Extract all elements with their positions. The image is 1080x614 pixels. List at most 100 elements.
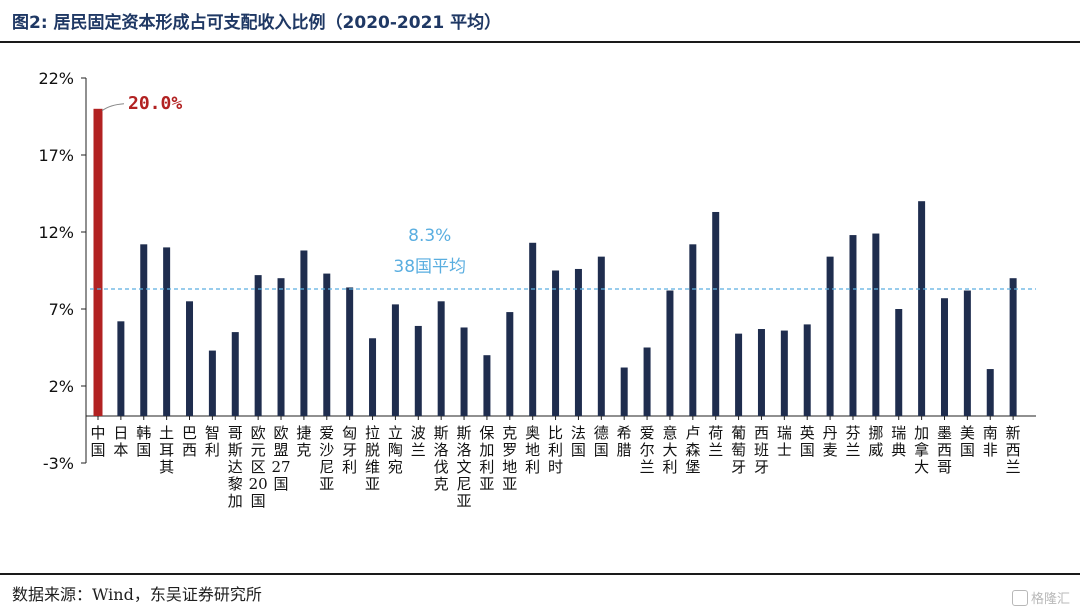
bar-立陶宛 [391, 304, 399, 416]
svg-text:斯: 斯 [228, 441, 243, 459]
svg-text:时: 时 [548, 458, 563, 476]
svg-text:亚: 亚 [502, 475, 517, 493]
svg-text:麦: 麦 [823, 441, 838, 459]
svg-text:兰: 兰 [640, 458, 655, 476]
svg-text:比: 比 [548, 424, 563, 442]
svg-text:伐: 伐 [434, 458, 449, 476]
svg-text:利: 利 [205, 441, 220, 459]
svg-text:法: 法 [571, 424, 586, 442]
svg-text:英: 英 [800, 424, 815, 442]
source-note: 数据来源：Wind，东吴证券研究所 [12, 585, 262, 604]
svg-text:非: 非 [983, 441, 998, 459]
svg-text:牙: 牙 [754, 458, 769, 476]
category-label: 瑞典 [891, 424, 906, 459]
svg-text:德: 德 [594, 424, 609, 442]
svg-text:洛: 洛 [434, 441, 449, 459]
category-label: 匈牙利 [342, 424, 357, 476]
category-label: 日本 [113, 424, 128, 459]
category-label: 葡萄牙 [731, 424, 746, 476]
svg-text:兰: 兰 [411, 441, 426, 459]
svg-text:加: 加 [479, 441, 494, 459]
svg-text:亚: 亚 [479, 475, 494, 493]
svg-text:智: 智 [205, 424, 220, 442]
category-label: 卢森堡 [685, 424, 700, 476]
bar-法国 [574, 268, 582, 416]
bar-韩国 [140, 244, 148, 416]
svg-text:牙: 牙 [342, 441, 357, 459]
svg-text:中: 中 [90, 424, 105, 442]
svg-text:波: 波 [411, 424, 426, 442]
bar-波兰 [414, 325, 422, 416]
svg-text:亚: 亚 [457, 492, 472, 510]
bar-欧元区20国 [254, 275, 262, 416]
svg-text:亚: 亚 [319, 475, 334, 493]
svg-text:维: 维 [365, 458, 380, 476]
svg-text:挪: 挪 [868, 424, 883, 442]
svg-text:尼: 尼 [457, 475, 472, 493]
svg-text:哥: 哥 [228, 424, 243, 442]
bar-斯洛文尼亚 [460, 327, 468, 416]
category-label: 意大利 [662, 424, 677, 476]
category-label: 奥地利 [525, 424, 540, 476]
watermark: 格隆汇 [1011, 588, 1070, 607]
svg-text:美: 美 [960, 424, 975, 442]
svg-text:日: 日 [113, 424, 128, 442]
bar-瑞士 [780, 330, 788, 416]
category-label: 波兰 [411, 424, 426, 459]
bar-智利 [208, 350, 216, 416]
category-label: 中国 [90, 424, 105, 459]
svg-text:利: 利 [479, 458, 494, 476]
category-label: 比利时 [548, 424, 563, 476]
average-value-annotation: 8.3% [408, 226, 451, 246]
watermark-logo-icon [1011, 590, 1028, 606]
bar-克罗地亚 [506, 312, 514, 416]
svg-text:宛: 宛 [388, 458, 403, 476]
svg-text:耳: 耳 [159, 441, 174, 459]
bar-希腊 [620, 367, 628, 416]
category-label: 捷克 [296, 424, 311, 459]
svg-text:西: 西 [937, 441, 952, 459]
china-value-annotation: 20.0% [128, 93, 182, 114]
svg-text:爱: 爱 [640, 424, 655, 442]
svg-text:班: 班 [754, 441, 769, 459]
bar-哥斯达黎加 [231, 332, 239, 416]
svg-text:尔: 尔 [640, 441, 655, 459]
svg-text:立: 立 [388, 424, 403, 442]
bar-芬兰 [849, 235, 857, 416]
bar-斯洛伐克 [437, 301, 445, 416]
svg-text:瑞: 瑞 [891, 424, 906, 442]
category-label: 德国 [594, 424, 609, 459]
category-label: 巴西 [182, 424, 197, 459]
svg-text:20: 20 [249, 475, 268, 493]
svg-text:地: 地 [502, 458, 517, 476]
y-tick-label: 17% [38, 146, 74, 165]
bar-爱尔兰 [643, 347, 651, 416]
category-label: 法国 [571, 424, 586, 459]
svg-text:拉: 拉 [365, 424, 380, 442]
y-tick-label: 22% [38, 69, 74, 88]
svg-text:克: 克 [502, 424, 517, 442]
svg-text:瑞: 瑞 [777, 424, 792, 442]
svg-text:洛: 洛 [457, 441, 472, 459]
bar-日本 [117, 321, 125, 416]
category-label: 丹麦 [823, 424, 838, 459]
svg-text:国: 国 [960, 441, 975, 459]
svg-text:捷: 捷 [296, 424, 311, 442]
bar-欧盟27国 [277, 278, 285, 416]
svg-text:地: 地 [525, 441, 540, 459]
bar-葡萄牙 [735, 333, 743, 416]
svg-text:利: 利 [548, 441, 563, 459]
svg-text:西: 西 [754, 424, 769, 442]
bar-匈牙利 [346, 287, 354, 416]
svg-text:罗: 罗 [502, 441, 517, 459]
svg-text:森: 森 [685, 441, 700, 459]
svg-text:腊: 腊 [617, 441, 632, 459]
bar-巴西 [186, 301, 194, 416]
bar-中国 [93, 108, 103, 417]
svg-text:荷: 荷 [708, 424, 723, 442]
